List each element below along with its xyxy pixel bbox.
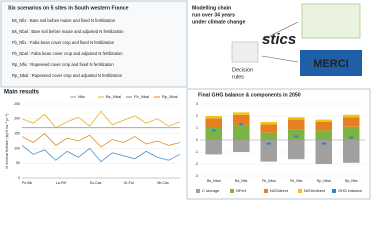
x-tick-label: Bs_Nfix bbox=[235, 179, 248, 183]
bar-segment bbox=[343, 126, 360, 140]
scenario-item: Fb_Nbal : Faba bean cover crop and adjus… bbox=[12, 51, 123, 56]
legend-label: N2Oindirect bbox=[304, 188, 326, 193]
bar-segment bbox=[315, 130, 332, 140]
x-tick-label: Fb_Nbal bbox=[262, 179, 276, 183]
y-tick-label: -2 bbox=[195, 162, 198, 166]
bar-segment bbox=[233, 125, 250, 140]
legend-label: Rp_Nbal bbox=[162, 94, 178, 99]
legend-swatch bbox=[298, 189, 302, 193]
bar-segment bbox=[288, 129, 305, 140]
y-tick-label: 2 bbox=[196, 114, 198, 118]
modelling-text: under climate change bbox=[192, 19, 245, 25]
scenario-item: Bs_Nbal : Bare soil before maize and adj… bbox=[12, 29, 124, 34]
x-tick-label: Rp_Nbal bbox=[317, 179, 331, 183]
bar-segment bbox=[288, 140, 305, 160]
scenario-item: Rp_Nfix : Rapeseed cover crop and fixed … bbox=[12, 62, 114, 67]
balance-marker bbox=[349, 136, 354, 139]
bar-segment bbox=[315, 119, 332, 122]
y-tick-label: 200 bbox=[14, 117, 20, 121]
x-tick-label: Rp_Nfix bbox=[345, 179, 358, 183]
bar-segment bbox=[343, 117, 360, 127]
graphical-abstract: Six scenarios on 5 sites in South wester… bbox=[0, 0, 371, 200]
balance-marker bbox=[294, 135, 299, 138]
y-tick-label: 150 bbox=[14, 132, 20, 136]
y-tick-label: 250 bbox=[14, 102, 20, 106]
y-axis-label: N mineral fertilizer (kg N ha⁻¹ yr⁻¹) bbox=[5, 114, 9, 169]
merci-logo: MERCI bbox=[313, 58, 348, 70]
scenario-item: Rp_Nbal : Rapeseed cover crop and adjust… bbox=[12, 73, 123, 78]
bar-segment bbox=[233, 140, 250, 152]
legend-label: C storage bbox=[202, 188, 220, 193]
bar-segment bbox=[233, 112, 250, 115]
legend-swatch bbox=[230, 189, 234, 193]
legend-label: N2Odirect bbox=[270, 188, 289, 193]
arrows bbox=[261, 21, 299, 63]
y-tick-label: -3 bbox=[195, 174, 198, 178]
bar-segment bbox=[343, 140, 360, 163]
bar-segment bbox=[288, 117, 305, 120]
balance-marker bbox=[266, 142, 271, 145]
legend-label: NFert bbox=[236, 188, 247, 193]
modelling-text: Modelling chain bbox=[192, 5, 231, 11]
y-tick-label: 0 bbox=[18, 176, 20, 180]
y-tick-label: 3 bbox=[196, 102, 198, 106]
x-tick-label: Gr-Fal bbox=[124, 181, 134, 185]
legend-label: GHG balance bbox=[338, 188, 363, 193]
line-series bbox=[21, 133, 181, 148]
bar-segment bbox=[315, 122, 332, 131]
y-tick-label: 100 bbox=[14, 146, 20, 150]
decision-text: rules bbox=[232, 74, 244, 80]
bar-segment bbox=[260, 132, 277, 140]
scenario-title: Six scenarios on 5 sites in South wester… bbox=[8, 5, 129, 11]
x-tick-label: Eu-Cas bbox=[90, 181, 102, 185]
balance-marker bbox=[211, 129, 216, 132]
bar-segment bbox=[343, 114, 360, 118]
legend-label: Bs_Nbal bbox=[106, 94, 121, 99]
x-tick-label: Pe-Bic bbox=[22, 181, 33, 185]
bar-segment bbox=[260, 124, 277, 133]
chart-title: Main results bbox=[4, 90, 40, 96]
decision-text: Decision bbox=[232, 67, 253, 73]
y-tick-label: 1 bbox=[196, 126, 198, 130]
bar-segment bbox=[205, 118, 222, 128]
bar-segment bbox=[205, 116, 222, 119]
stics-logo: stics bbox=[262, 31, 296, 48]
scenario-item: Fb_Nfix : Faba bean cover crop and fixed… bbox=[12, 40, 115, 45]
x-tick-label: La-Pef bbox=[56, 181, 66, 185]
y-tick-label: -1 bbox=[195, 150, 198, 154]
bar-segment bbox=[233, 114, 250, 126]
y-tick-label: 0 bbox=[196, 138, 198, 142]
scenario-box bbox=[0, 0, 188, 88]
chart-title: Final GHG balance & components in 2050 bbox=[198, 92, 301, 98]
y-tick-label: 50 bbox=[16, 161, 20, 165]
x-tick-label: Bs_Nbal bbox=[207, 179, 221, 183]
legend-swatch bbox=[264, 189, 268, 193]
balance-marker bbox=[321, 142, 326, 145]
decision-icon bbox=[231, 41, 259, 63]
line-series bbox=[21, 110, 181, 129]
bar-segment bbox=[260, 140, 277, 162]
bar-segment bbox=[205, 128, 222, 140]
bar-segment bbox=[205, 140, 222, 155]
modelling-text: run over 34 years bbox=[192, 12, 235, 18]
bar-segment bbox=[315, 140, 332, 164]
balance-marker bbox=[239, 123, 244, 126]
x-tick-label: Fb_Nfix bbox=[290, 179, 303, 183]
bar-segment bbox=[260, 122, 277, 125]
x-tick-label: Mt-Cas bbox=[157, 181, 169, 185]
legend-label: Fb_Nbal bbox=[134, 94, 149, 99]
merci-logo-box bbox=[300, 50, 362, 76]
legend-swatch bbox=[332, 189, 336, 193]
legend-swatch bbox=[196, 189, 200, 193]
line-series bbox=[21, 145, 181, 163]
scenario-item: Bs_Nfix : Bare soil before maize and fix… bbox=[12, 18, 116, 23]
bar-segment bbox=[288, 119, 305, 130]
legend-label: Nfix bbox=[78, 94, 85, 99]
climate-logo bbox=[301, 3, 361, 39]
